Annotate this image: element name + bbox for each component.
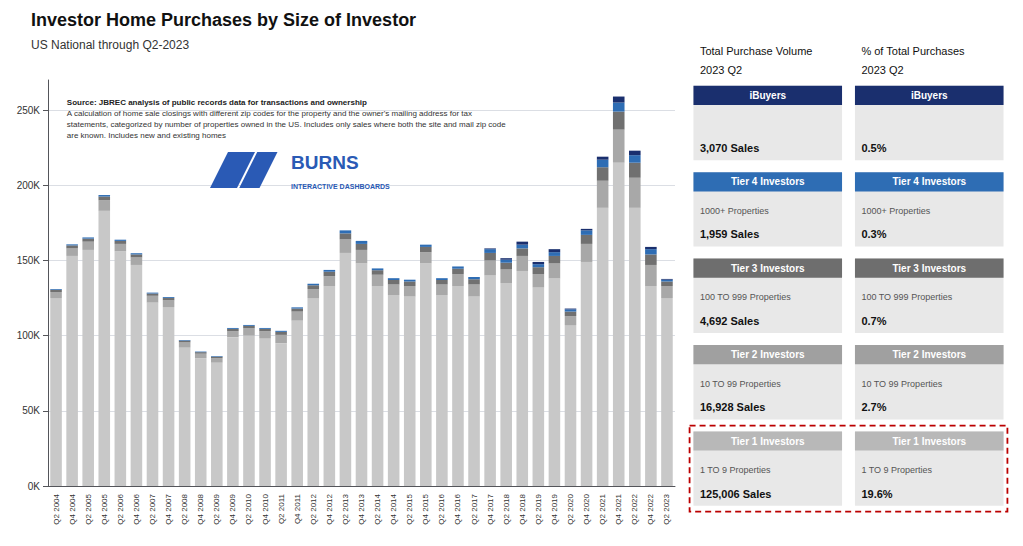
svg-text:0.5%: 0.5% — [861, 142, 886, 154]
svg-text:1 TO 9 Properties: 1 TO 9 Properties — [861, 465, 932, 475]
svg-text:16,928 Sales: 16,928 Sales — [700, 401, 765, 413]
svg-text:Q2 2011: Q2 2011 — [277, 493, 286, 524]
svg-text:2.7%: 2.7% — [861, 401, 886, 413]
svg-text:iBuyers: iBuyers — [749, 90, 786, 101]
svg-text:Q2 2014: Q2 2014 — [373, 493, 382, 524]
svg-text:Q4 2013: Q4 2013 — [357, 493, 366, 524]
svg-text:Tier 4 Investors: Tier 4 Investors — [892, 176, 966, 187]
svg-text:3,070 Sales: 3,070 Sales — [700, 142, 759, 154]
svg-text:Q4 2010: Q4 2010 — [261, 493, 270, 524]
svg-text:Q2 2020: Q2 2020 — [566, 493, 575, 524]
svg-text:Tier 1 Investors: Tier 1 Investors — [731, 436, 805, 447]
svg-text:100K: 100K — [17, 330, 41, 341]
svg-text:1000+ Properties: 1000+ Properties — [861, 206, 930, 216]
svg-text:Tier 3 Investors: Tier 3 Investors — [731, 263, 805, 274]
svg-text:Q2 2009: Q2 2009 — [212, 493, 221, 524]
svg-text:250K: 250K — [17, 105, 41, 116]
svg-text:100 TO 999 Properties: 100 TO 999 Properties — [700, 292, 791, 302]
svg-text:statements, categorized by num: statements, categorized by number of pro… — [67, 120, 506, 129]
svg-text:Q2 2016: Q2 2016 — [437, 493, 446, 524]
svg-text:Q2 2017: Q2 2017 — [470, 493, 479, 524]
svg-text:0.3%: 0.3% — [861, 228, 886, 240]
svg-text:2023 Q2: 2023 Q2 — [861, 64, 903, 76]
svg-text:Q4 2007: Q4 2007 — [164, 493, 173, 524]
svg-text:Q2 2012: Q2 2012 — [309, 493, 318, 524]
svg-text:Q4 2019: Q4 2019 — [550, 493, 559, 524]
svg-text:US National through Q2-2023: US National through Q2-2023 — [31, 38, 189, 52]
svg-text:Q2 2023: Q2 2023 — [662, 493, 671, 524]
svg-text:Q2 2022: Q2 2022 — [630, 493, 639, 524]
svg-text:Q4 2009: Q4 2009 — [228, 493, 237, 524]
svg-text:Tier 1 Investors: Tier 1 Investors — [892, 436, 966, 447]
svg-text:Tier 2 Investors: Tier 2 Investors — [731, 349, 805, 360]
svg-text:2023 Q2: 2023 Q2 — [700, 64, 742, 76]
svg-text:INTERACTIVE DASHBOARDS: INTERACTIVE DASHBOARDS — [291, 183, 390, 190]
svg-text:Q2 2007: Q2 2007 — [148, 493, 157, 524]
svg-text:4,692 Sales: 4,692 Sales — [700, 315, 759, 327]
svg-text:Q4 2006: Q4 2006 — [132, 493, 141, 524]
svg-text:Q2 2005: Q2 2005 — [84, 493, 93, 524]
svg-text:10 TO 99 Properties: 10 TO 99 Properties — [700, 379, 781, 389]
svg-text:Q4 2011: Q4 2011 — [293, 493, 302, 524]
svg-text:Source: JBREC analysis of publ: Source: JBREC analysis of public records… — [67, 98, 367, 107]
svg-text:150K: 150K — [17, 255, 41, 266]
svg-text:Q4 2017: Q4 2017 — [486, 493, 495, 524]
svg-text:100 TO 999 Properties: 100 TO 999 Properties — [861, 292, 952, 302]
svg-text:125,006 Sales: 125,006 Sales — [700, 488, 772, 500]
svg-text:Q2 2006: Q2 2006 — [116, 493, 125, 524]
svg-text:Q4 2015: Q4 2015 — [421, 493, 430, 524]
svg-text:Q4 2012: Q4 2012 — [325, 493, 334, 524]
svg-text:Tier 4 Investors: Tier 4 Investors — [731, 176, 805, 187]
svg-text:Q4 2022: Q4 2022 — [646, 493, 655, 524]
svg-text:Q4 2016: Q4 2016 — [453, 493, 462, 524]
svg-text:Q4 2018: Q4 2018 — [518, 493, 527, 524]
svg-text:Q4 2004: Q4 2004 — [68, 493, 77, 524]
svg-text:1000+ Properties: 1000+ Properties — [700, 206, 769, 216]
svg-text:0.7%: 0.7% — [861, 315, 886, 327]
svg-text:% of Total Purchases: % of Total Purchases — [861, 45, 965, 57]
svg-text:Q4 2020: Q4 2020 — [582, 493, 591, 524]
svg-text:Q2 2021: Q2 2021 — [598, 493, 607, 524]
svg-text:Q2 2015: Q2 2015 — [405, 493, 414, 524]
svg-text:Q2 2010: Q2 2010 — [244, 493, 253, 524]
svg-text:iBuyers: iBuyers — [911, 90, 948, 101]
svg-text:Tier 3 Investors: Tier 3 Investors — [892, 263, 966, 274]
svg-text:1,959 Sales: 1,959 Sales — [700, 228, 759, 240]
svg-text:200K: 200K — [17, 180, 41, 191]
svg-text:Q4 2014: Q4 2014 — [389, 493, 398, 524]
svg-text:0K: 0K — [28, 481, 41, 492]
svg-text:Q4 2005: Q4 2005 — [100, 493, 109, 524]
svg-text:Q2 2018: Q2 2018 — [502, 493, 511, 524]
svg-text:1 TO 9 Properties: 1 TO 9 Properties — [700, 465, 771, 475]
svg-text:are known. Includes new and ex: are known. Includes new and existing hom… — [67, 131, 226, 140]
svg-text:BURNS: BURNS — [291, 152, 359, 173]
svg-text:Total Purchase Volume: Total Purchase Volume — [700, 45, 813, 57]
svg-text:Q2 2019: Q2 2019 — [534, 493, 543, 524]
svg-text:Q2 2004: Q2 2004 — [52, 493, 61, 524]
svg-text:A calculation of home sale clo: A calculation of home sale closings with… — [67, 109, 472, 118]
svg-text:19.6%: 19.6% — [861, 488, 892, 500]
svg-text:Q4 2008: Q4 2008 — [196, 493, 205, 524]
svg-text:Q4 2021: Q4 2021 — [614, 493, 623, 524]
svg-text:Q2 2013: Q2 2013 — [341, 493, 350, 524]
svg-text:50K: 50K — [22, 405, 40, 416]
svg-text:Q2 2008: Q2 2008 — [180, 493, 189, 524]
svg-text:Investor Home Purchases by Siz: Investor Home Purchases by Size of Inves… — [31, 10, 416, 30]
svg-text:10 TO 99 Properties: 10 TO 99 Properties — [861, 379, 942, 389]
svg-text:Tier 2 Investors: Tier 2 Investors — [892, 349, 966, 360]
